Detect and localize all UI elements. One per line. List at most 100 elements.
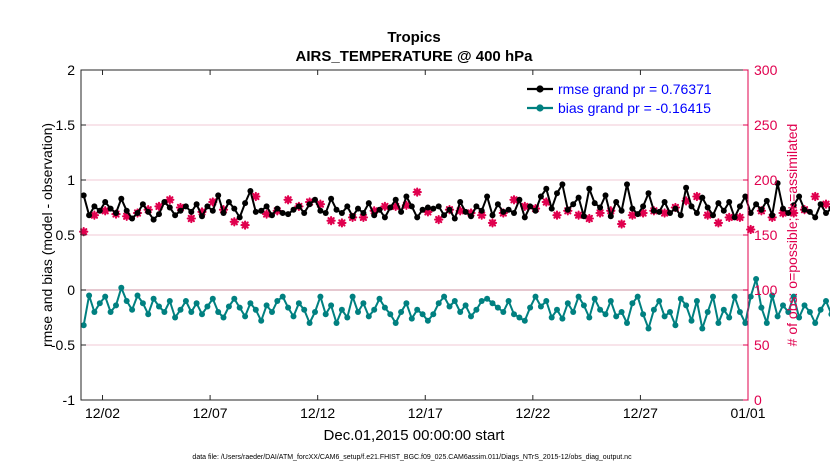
rmse-point <box>392 196 399 203</box>
bias-point <box>381 304 388 311</box>
bias-point <box>371 306 378 313</box>
rmse-point <box>322 210 329 216</box>
rmse-point <box>172 212 179 219</box>
bias-point <box>188 309 195 315</box>
rmse-point <box>500 208 507 215</box>
rmse-point <box>769 212 776 219</box>
rmse-point <box>80 192 87 199</box>
rmse-point <box>231 205 238 212</box>
obs-point <box>412 187 422 197</box>
bias-point <box>699 325 706 332</box>
bias-point <box>586 314 593 321</box>
bias-point <box>618 309 625 315</box>
rmse-point <box>177 207 184 214</box>
rmse-point <box>279 210 286 216</box>
bias-point <box>462 302 469 309</box>
rmse-point <box>468 213 474 220</box>
y-axis-label: rmse and bias (model - observation) <box>39 123 55 347</box>
bias-point <box>650 306 657 313</box>
rmse-point <box>301 210 308 216</box>
rmse-point <box>570 201 577 208</box>
legend-rmse-label: rmse grand pr = 0.76371 <box>558 81 712 97</box>
rmse-point <box>613 199 620 205</box>
bias-point <box>102 293 109 300</box>
bias-point <box>796 314 803 321</box>
bias-point <box>500 309 507 315</box>
y-tick-label-1: -0.5 <box>51 337 75 353</box>
bias-point <box>177 306 184 313</box>
rmse-point <box>796 193 803 200</box>
rmse-point <box>473 203 480 210</box>
obs-point <box>261 209 272 219</box>
rmse-point <box>602 192 609 199</box>
bias-point <box>812 320 819 326</box>
rmse-point <box>650 207 657 214</box>
obs-point <box>487 218 498 228</box>
rmse-point <box>274 205 281 212</box>
rmse-point <box>338 210 345 216</box>
bias-point <box>204 303 211 310</box>
y-tick-label-6: 2 <box>67 62 75 78</box>
bias-point <box>338 306 345 313</box>
bias-point <box>661 313 668 320</box>
rmse-point <box>215 192 222 199</box>
legend-bias-label: bias grand pr = -0.16415 <box>558 100 711 116</box>
bias-point <box>763 320 770 326</box>
rmse-point <box>521 214 528 221</box>
rmse-point <box>634 211 641 218</box>
x-axis: 12/02 12/07 12/12 12/17 12/22 12/27 01/01 <box>85 70 766 421</box>
bias-point <box>349 293 356 300</box>
bias-point <box>521 317 528 324</box>
obs-point <box>584 213 594 224</box>
bias-point <box>150 295 157 302</box>
obs-point <box>283 195 293 205</box>
obs-point <box>229 217 239 227</box>
rmse-point <box>661 199 668 205</box>
rmse-point <box>290 206 297 213</box>
rmse-point <box>812 214 819 221</box>
bias-point <box>742 320 749 326</box>
bias-point <box>113 302 119 309</box>
obs-point <box>810 191 820 202</box>
rmse-point <box>269 212 275 219</box>
rmse-point <box>333 206 340 213</box>
rmse-point <box>790 202 797 209</box>
obs-point <box>477 210 487 220</box>
x-tick-label-5: 12/27 <box>623 405 658 421</box>
rmse-point <box>344 203 351 210</box>
bias-point <box>607 298 614 304</box>
bias-point <box>580 302 587 309</box>
rmse-point <box>113 210 119 216</box>
bias-point <box>193 300 200 307</box>
rmse-point <box>640 203 647 210</box>
rmse-point <box>580 213 587 220</box>
series-layer <box>79 180 830 332</box>
rmse-point <box>747 210 754 216</box>
bias-point <box>656 298 663 304</box>
bias-point <box>199 311 205 318</box>
bias-point <box>333 320 340 326</box>
y2-tick-label-5: 250 <box>754 117 778 133</box>
rmse-point <box>199 213 205 220</box>
obs-point <box>337 218 347 228</box>
x-tick-label-6: 01/01 <box>730 405 765 421</box>
bias-point <box>693 298 700 304</box>
rmse-point <box>435 203 442 210</box>
rmse-point <box>489 212 496 219</box>
rmse-point <box>817 201 824 208</box>
bias-point <box>602 311 609 318</box>
rmse-point <box>204 203 211 210</box>
rmse-point <box>312 196 318 203</box>
bias-point <box>489 300 496 307</box>
bias-point <box>242 313 249 320</box>
y2-tick-label-2: 100 <box>754 282 778 298</box>
rmse-point <box>785 210 792 216</box>
rmse-point <box>398 208 405 215</box>
chart-subtitle: AIRS_TEMPERATURE @ 400 hPa <box>296 48 534 65</box>
rmse-point <box>150 216 157 223</box>
obs-point <box>627 210 638 220</box>
rmse-point <box>355 205 361 212</box>
bias-point <box>269 309 275 315</box>
rmse-point <box>511 210 517 216</box>
bias-point <box>403 300 410 307</box>
